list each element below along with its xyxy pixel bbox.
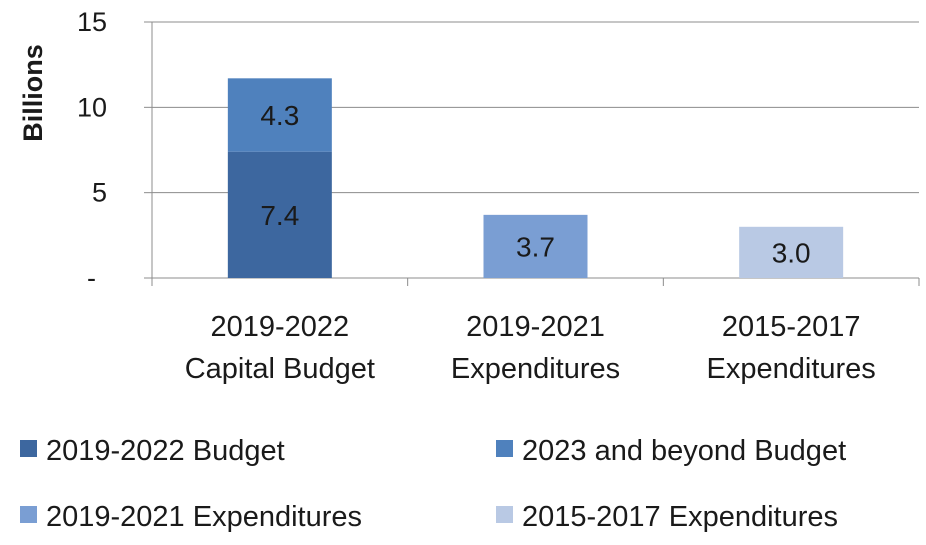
axes: - 5 10 15 Billions 2019-2022 Capital Budget 201… <box>18 7 920 385</box>
legend-swatch <box>20 506 37 523</box>
y-tick-label: 5 <box>92 178 107 208</box>
y-tick-label: 10 <box>77 92 107 122</box>
bar-segment <box>483 214 588 278</box>
y-tick-label: 15 <box>77 7 107 37</box>
y-axis-title: Billions <box>18 44 48 142</box>
legend-swatch <box>20 440 37 457</box>
legend-entry: 2015-2017 Expenditures <box>522 501 838 533</box>
x-category-label: 2019-2021 Expenditures <box>451 311 620 385</box>
legend-swatch <box>496 440 513 457</box>
bar-segment <box>227 78 332 152</box>
y-tick-label: - <box>87 263 96 293</box>
data-label: 4.3 <box>260 100 299 131</box>
bar-segment <box>739 226 844 278</box>
data-labels: 7.4 4.3 3.7 3.0 <box>260 100 810 268</box>
data-label: 3.7 <box>516 231 555 262</box>
legend-entry: 2019-2022 Budget <box>46 435 285 467</box>
x-category-label: 2019-2022 Capital Budget <box>185 311 375 385</box>
bar-segment <box>227 151 332 278</box>
bars <box>227 78 844 278</box>
data-label: 3.0 <box>772 237 811 268</box>
legend: 2019-2022 Budget 2023 and beyond Budget 20… <box>20 435 846 533</box>
data-label: 7.4 <box>260 200 299 231</box>
legend-swatch <box>496 506 513 523</box>
legend-entry: 2023 and beyond Budget <box>522 435 846 467</box>
legend-entry: 2019-2021 Expenditures <box>46 501 362 533</box>
x-category-label: 2015-2017 Expenditures <box>707 311 876 385</box>
